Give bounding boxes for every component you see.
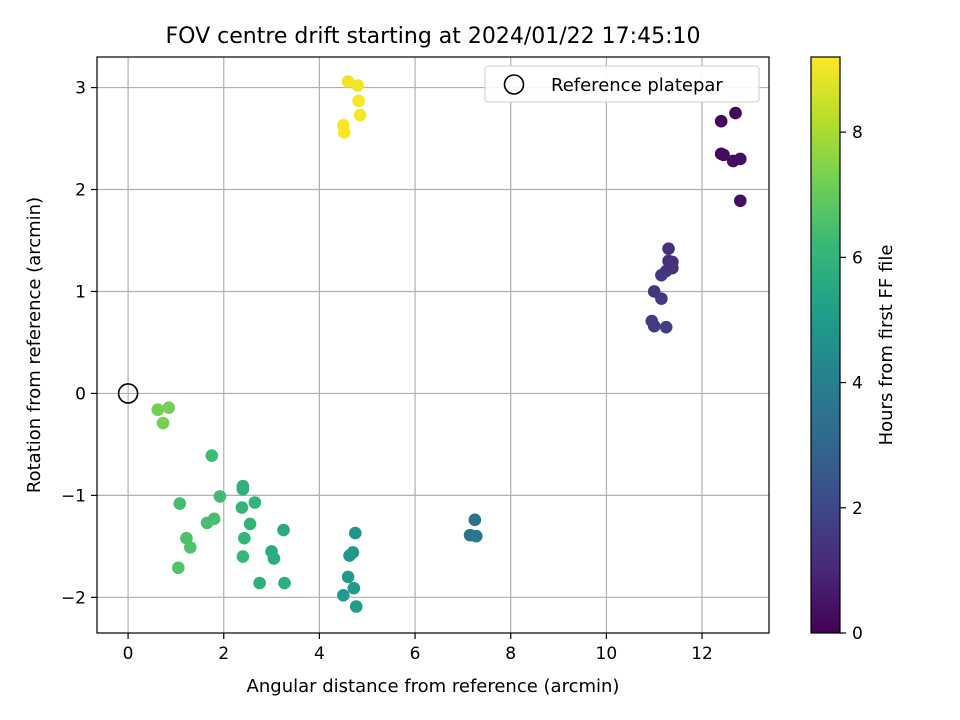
data-point xyxy=(205,449,219,462)
data-point xyxy=(348,526,362,540)
data-point xyxy=(714,114,728,128)
legend-marker-icon xyxy=(503,74,525,95)
x-tick-label: 12 xyxy=(691,644,713,664)
y-axis-ticks: −2 −1 0 1 2 3 xyxy=(61,79,97,608)
data-point xyxy=(243,517,257,531)
y-tick-label: 3 xyxy=(75,79,86,99)
x-tick-label: 4 xyxy=(314,644,325,664)
colorbar-ticks: 0 2 4 6 8 xyxy=(840,123,863,644)
data-point xyxy=(729,106,742,120)
legend-box xyxy=(484,65,760,103)
data-point xyxy=(200,516,214,530)
colorbar-tick-label: 2 xyxy=(852,499,863,519)
data-point xyxy=(352,94,365,108)
y-tick-label: 0 xyxy=(75,384,86,404)
y-tick-label: 1 xyxy=(75,282,86,302)
data-point xyxy=(248,496,262,509)
data-point xyxy=(647,319,661,333)
data-point xyxy=(278,576,291,590)
data-point xyxy=(353,108,367,122)
colorbar-tick-label: 6 xyxy=(852,248,863,268)
reference-platepar-marker xyxy=(117,383,139,404)
data-point xyxy=(238,531,251,545)
data-point xyxy=(236,550,250,563)
data-point xyxy=(277,523,290,537)
data-point xyxy=(655,268,668,282)
data-point xyxy=(337,126,351,139)
data-point xyxy=(253,576,266,590)
x-axis-label: Angular distance from reference (arcmin) xyxy=(247,676,620,697)
legend: Reference platepar xyxy=(484,65,760,103)
data-point xyxy=(267,552,281,565)
colorbar-gradient xyxy=(810,56,841,634)
data-point xyxy=(734,152,747,166)
y-tick-label: −2 xyxy=(61,588,86,608)
data-point xyxy=(349,600,363,613)
data-point xyxy=(156,416,170,430)
data-point xyxy=(172,561,185,575)
data-point xyxy=(662,242,675,255)
data-point xyxy=(151,403,165,417)
colorbar-tick-label: 0 xyxy=(852,624,863,644)
x-tick-label: 10 xyxy=(596,644,618,664)
data-point xyxy=(469,529,483,543)
data-point xyxy=(337,588,350,602)
data-point xyxy=(341,75,355,88)
colorbar: 0 2 4 6 8 Hours from first FF file xyxy=(810,56,897,644)
data-point xyxy=(347,581,361,595)
colorbar-label: Hours from first FF file xyxy=(876,245,897,446)
y-axis-label: Rotation from reference (arcmin) xyxy=(24,197,45,493)
data-point xyxy=(236,482,250,496)
data-point xyxy=(162,401,176,414)
plot-area xyxy=(97,57,769,633)
x-tick-label: 2 xyxy=(218,644,229,664)
plot-frame xyxy=(96,56,770,634)
data-point xyxy=(173,497,187,510)
y-tick-label: −1 xyxy=(61,486,86,506)
data-point xyxy=(235,501,249,514)
legend-label: Reference platepar xyxy=(551,75,723,96)
x-tick-label: 6 xyxy=(410,644,421,664)
data-point xyxy=(341,570,355,584)
data-point xyxy=(659,320,673,334)
x-tick-label: 8 xyxy=(505,644,516,664)
chart-title: FOV centre drift starting at 2024/01/22 … xyxy=(166,24,701,49)
data-point xyxy=(655,292,668,305)
data-point xyxy=(183,541,197,554)
data-point xyxy=(717,148,730,162)
x-tick-label: 0 xyxy=(123,644,134,664)
colorbar-tick-label: 4 xyxy=(852,374,863,394)
data-point xyxy=(213,490,227,503)
data-point xyxy=(734,194,747,208)
data-points xyxy=(151,75,747,613)
y-tick-label: 2 xyxy=(75,181,86,201)
data-point xyxy=(351,79,364,92)
data-point xyxy=(343,549,356,562)
colorbar-tick-label: 8 xyxy=(852,123,863,143)
x-axis-ticks: 0 2 4 6 8 10 12 xyxy=(123,633,713,664)
data-point xyxy=(468,513,482,527)
